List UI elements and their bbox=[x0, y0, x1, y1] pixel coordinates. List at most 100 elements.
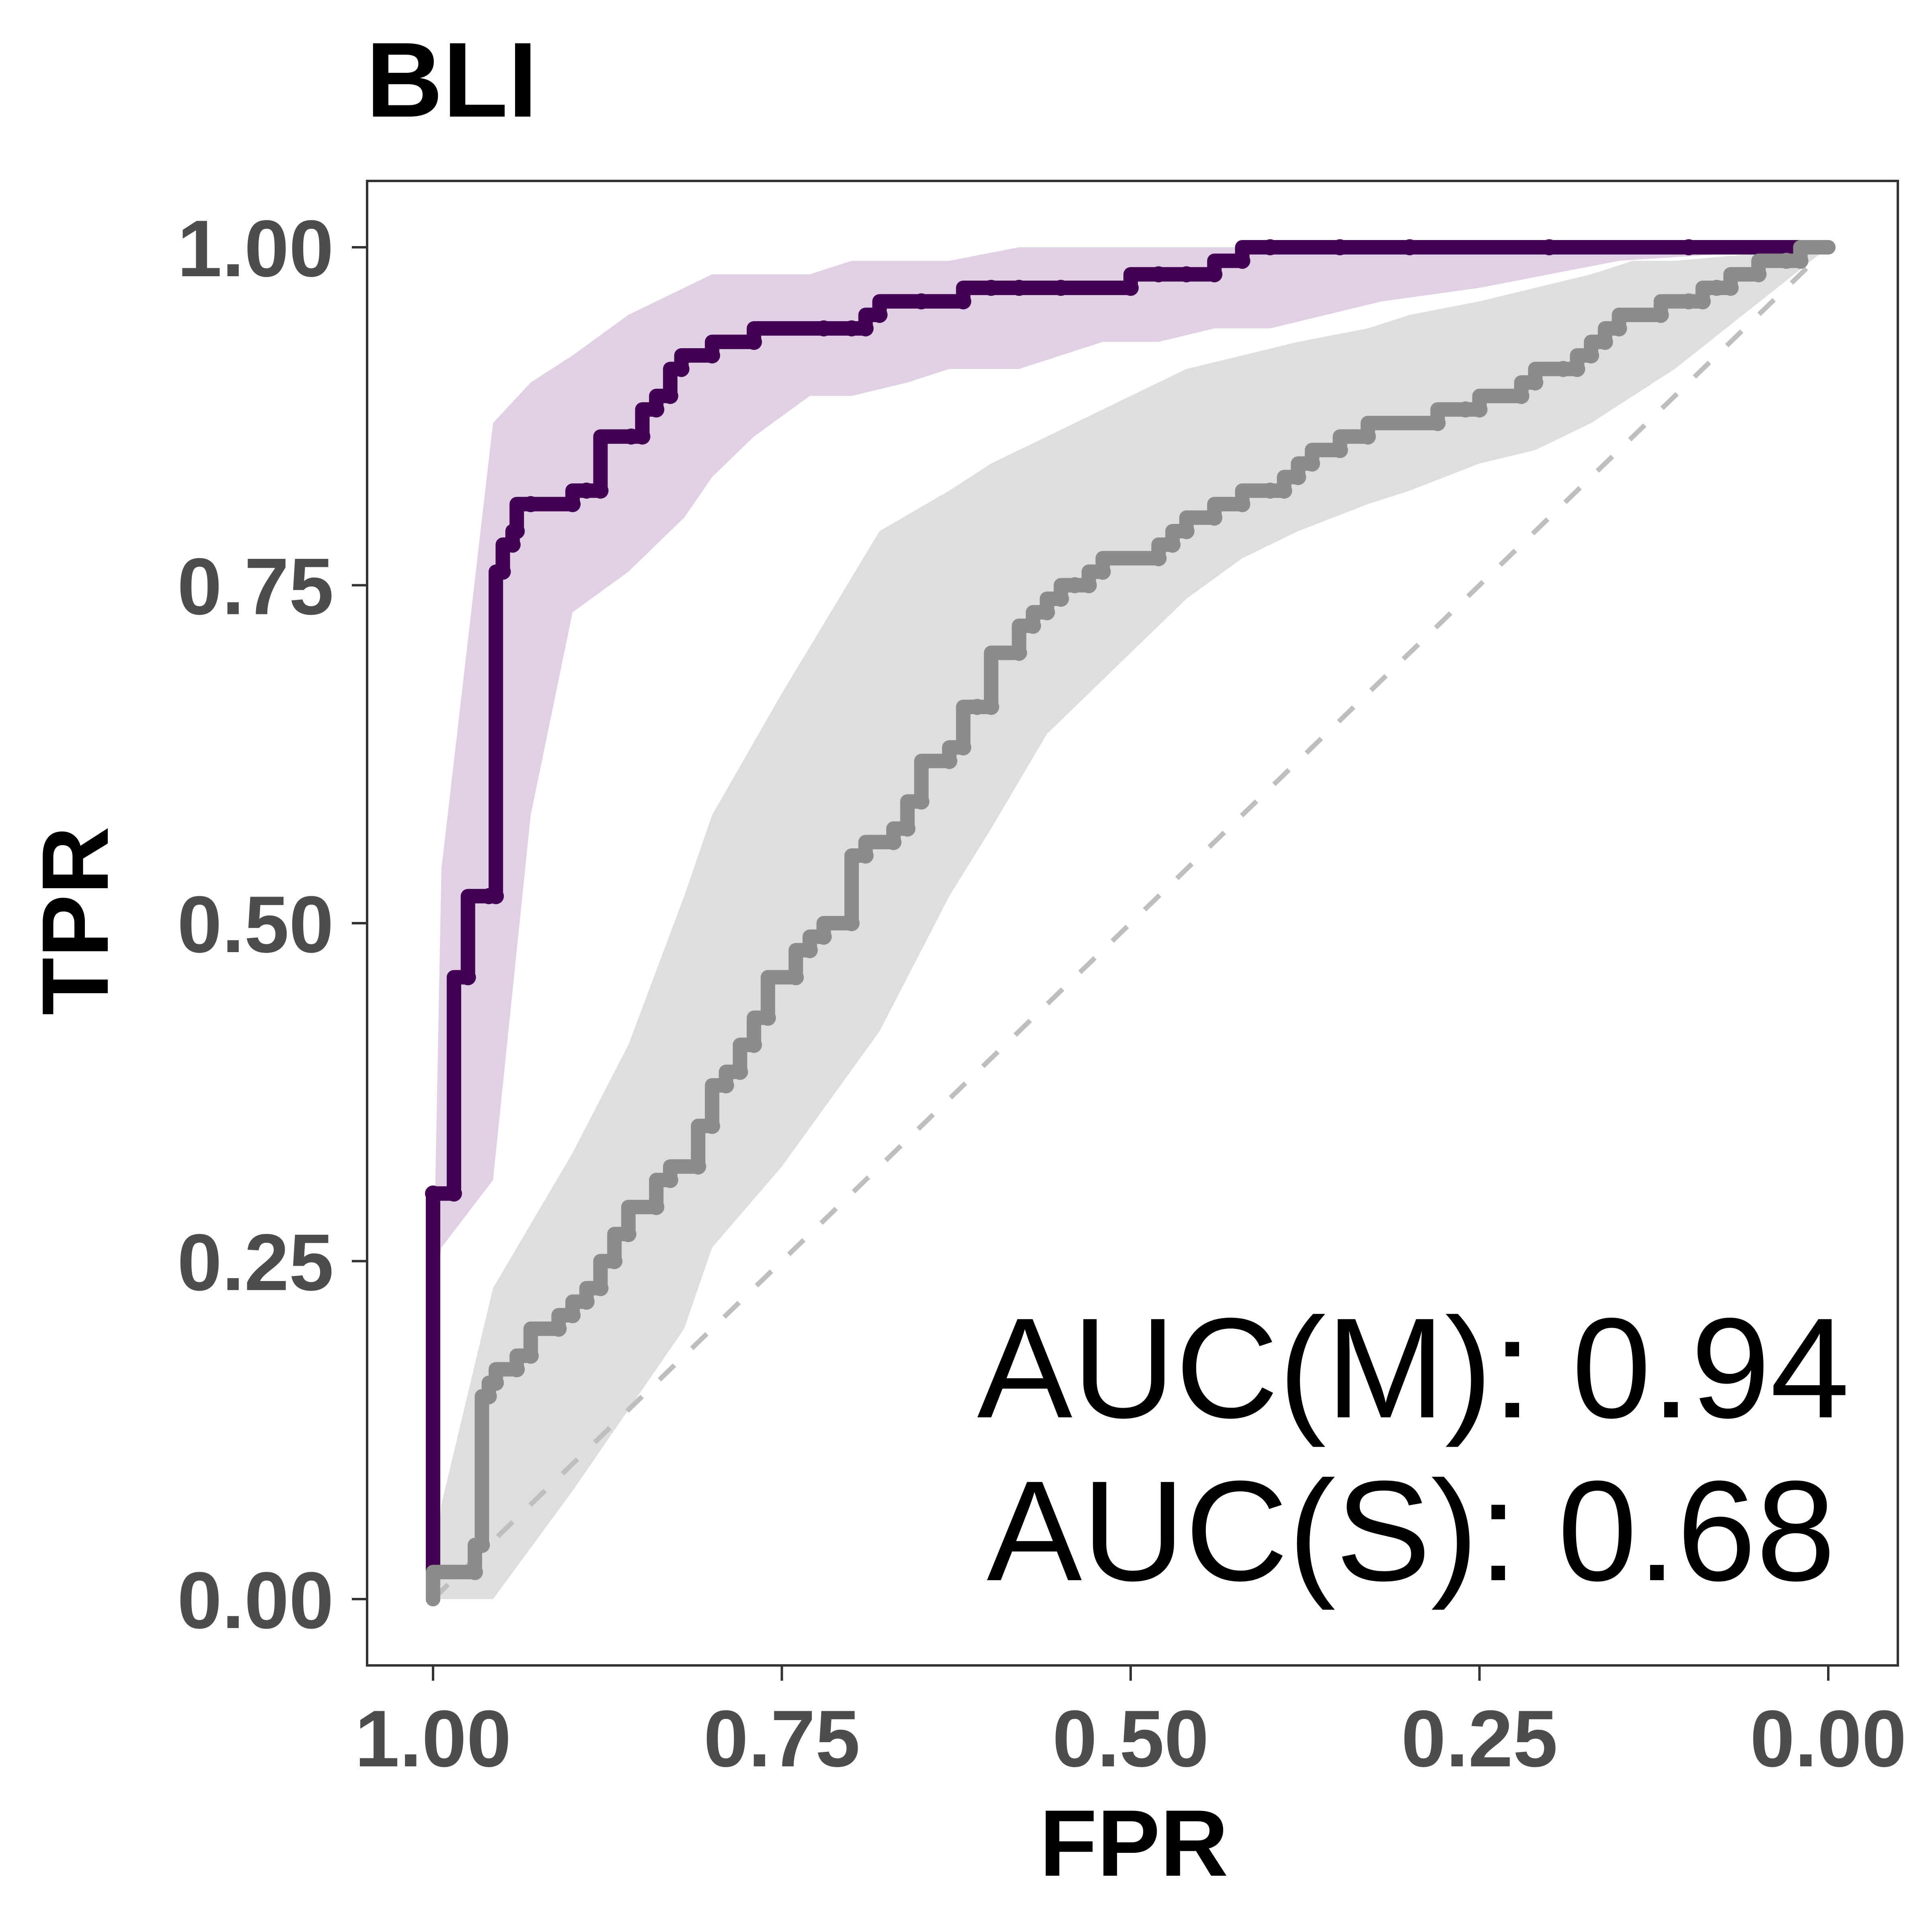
step-point-m bbox=[634, 428, 651, 445]
step-point-m bbox=[1150, 266, 1167, 283]
step-point-m bbox=[509, 523, 525, 539]
step-point-s bbox=[801, 942, 818, 959]
step-point-s bbox=[1039, 604, 1055, 620]
x-tick-label: 0.50 bbox=[1052, 1694, 1209, 1784]
step-point-m bbox=[504, 536, 521, 553]
step-point-m bbox=[1206, 266, 1223, 283]
step-point-m bbox=[495, 563, 511, 580]
step-point-m bbox=[1178, 266, 1195, 283]
step-point-s bbox=[885, 834, 902, 850]
chance-diagonal-line bbox=[431, 245, 1830, 1601]
step-point-s bbox=[1513, 388, 1530, 404]
step-point-s bbox=[474, 1537, 490, 1553]
step-point-s bbox=[1653, 307, 1669, 323]
step-point-m bbox=[704, 347, 720, 363]
step-point-s bbox=[1694, 293, 1711, 310]
step-point-s bbox=[983, 699, 999, 715]
chart-title: BLI bbox=[366, 21, 538, 140]
step-point-s bbox=[1332, 442, 1348, 458]
y-tick-label: 0.25 bbox=[177, 1218, 334, 1308]
y-axis-title: TPR bbox=[22, 826, 128, 1015]
step-point-m bbox=[1332, 239, 1348, 255]
step-point-m bbox=[592, 482, 609, 499]
step-point-s bbox=[1094, 563, 1111, 580]
step-point-m bbox=[1011, 279, 1027, 296]
step-point-s bbox=[718, 1077, 734, 1094]
step-point-s bbox=[1778, 253, 1794, 269]
step-point-s bbox=[1067, 577, 1083, 593]
step-point-s bbox=[522, 1347, 539, 1364]
step-point-s bbox=[1583, 347, 1599, 363]
step-point-m bbox=[1681, 239, 1697, 255]
step-point-s bbox=[1723, 279, 1739, 296]
x-tick-label: 1.00 bbox=[355, 1694, 511, 1784]
step-point-s bbox=[760, 1010, 776, 1026]
step-point-s bbox=[955, 739, 971, 756]
step-point-s bbox=[1597, 334, 1613, 350]
step-point-s bbox=[1053, 591, 1069, 607]
x-axis: 1.00 0.75 0.50 0.25 0.00 bbox=[355, 1665, 1907, 1784]
step-point-s bbox=[690, 1158, 706, 1175]
step-point-m bbox=[1541, 239, 1557, 255]
step-point-s bbox=[1429, 415, 1446, 431]
step-point-s bbox=[1681, 293, 1697, 310]
step-point-m bbox=[1234, 253, 1250, 269]
step-point-s bbox=[1150, 550, 1167, 567]
step-point-m bbox=[1262, 239, 1278, 255]
step-point-s bbox=[488, 1375, 504, 1391]
step-point-s bbox=[913, 793, 930, 810]
x-tick-label: 0.75 bbox=[704, 1694, 860, 1784]
step-point-m bbox=[578, 482, 595, 499]
step-point-s bbox=[1611, 320, 1627, 337]
step-point-s bbox=[1178, 523, 1195, 539]
step-point-s bbox=[1234, 496, 1250, 512]
y-axis: 0.00 0.25 0.50 0.75 1.00 bbox=[177, 204, 367, 1645]
step-point-m bbox=[425, 1185, 441, 1202]
step-point-s bbox=[1025, 618, 1041, 634]
step-point-m bbox=[1402, 239, 1418, 255]
step-point-m bbox=[662, 388, 678, 404]
step-point-m bbox=[815, 320, 832, 337]
step-point-m bbox=[565, 496, 581, 512]
step-point-s bbox=[899, 820, 916, 837]
step-point-s bbox=[1359, 428, 1376, 445]
step-point-m bbox=[446, 1185, 462, 1202]
step-point-s bbox=[550, 1320, 567, 1337]
step-point-s bbox=[1290, 469, 1306, 485]
step-point-s bbox=[1471, 401, 1488, 418]
step-point-s bbox=[1304, 455, 1320, 472]
step-point-s bbox=[746, 1037, 762, 1053]
step-point-s bbox=[662, 1172, 678, 1188]
step-point-s bbox=[480, 1388, 497, 1404]
x-tick-label: 0.00 bbox=[1750, 1694, 1906, 1784]
step-point-s bbox=[1555, 361, 1571, 377]
step-point-m bbox=[522, 496, 539, 512]
y-tick-label: 1.00 bbox=[177, 204, 334, 294]
step-point-s bbox=[1206, 509, 1223, 526]
step-point-s bbox=[578, 1293, 595, 1310]
step-point-m bbox=[488, 888, 504, 904]
step-point-m bbox=[955, 293, 971, 310]
step-point-s bbox=[620, 1226, 636, 1242]
step-point-s bbox=[788, 969, 804, 986]
step-point-s bbox=[969, 699, 986, 715]
step-point-s bbox=[606, 1253, 623, 1269]
step-point-s bbox=[857, 847, 874, 864]
step-point-s bbox=[565, 1307, 581, 1323]
step-point-m bbox=[648, 401, 665, 418]
step-point-s bbox=[592, 1280, 609, 1296]
step-point-m bbox=[871, 307, 888, 323]
step-point-m bbox=[623, 428, 639, 445]
step-point-s bbox=[648, 1199, 665, 1215]
step-point-s bbox=[732, 1064, 748, 1080]
step-point-m bbox=[460, 969, 476, 986]
step-point-s bbox=[1276, 482, 1292, 499]
step-point-s bbox=[1527, 374, 1544, 391]
y-tick-label: 0.75 bbox=[177, 542, 334, 632]
step-point-s bbox=[941, 753, 957, 769]
x-axis-title: FPR bbox=[1039, 1790, 1228, 1896]
step-point-m bbox=[983, 279, 999, 296]
step-point-m bbox=[857, 320, 874, 337]
